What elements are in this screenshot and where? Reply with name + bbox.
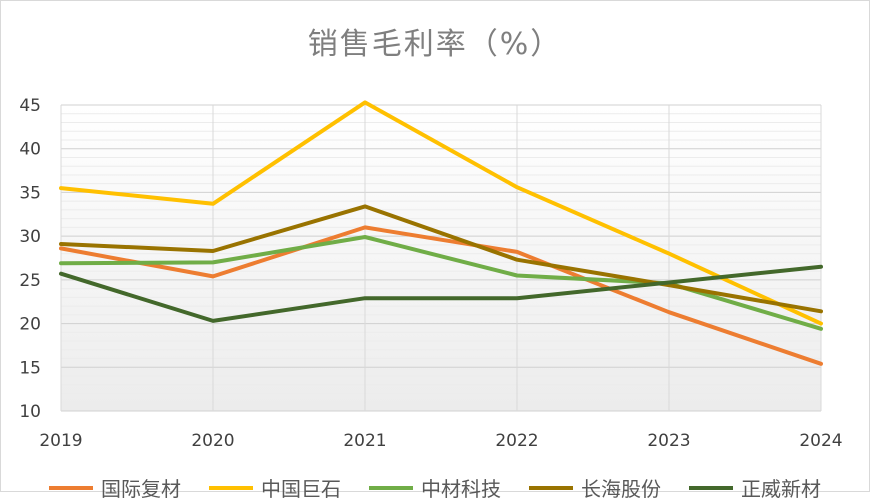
legend-label: 正威新材 — [741, 477, 821, 501]
legend-label: 中国巨石 — [261, 477, 341, 501]
y-tick-label: 45 — [19, 96, 41, 116]
y-tick-label: 25 — [19, 271, 41, 291]
line-chart: 10 15 20 25 30 35 40 45 2019 2020 2021 2022 2023 202… — [19, 96, 842, 451]
legend-label: 长海股份 — [581, 477, 661, 501]
legend-item: 中国巨石 — [209, 473, 341, 502]
legend-item: 长海股份 — [529, 473, 661, 502]
y-tick-label: 40 — [19, 140, 41, 160]
y-tick-label: 15 — [19, 358, 41, 378]
x-tick-label: 2019 — [39, 431, 82, 451]
legend-label: 国际复材 — [101, 477, 181, 501]
y-tick-label: 35 — [19, 183, 41, 203]
legend-item: 国际复材 — [49, 473, 181, 502]
series-line-5 — [59, 264, 823, 323]
legend: 国际复材 中国巨石 中材科技 长海股份 正威新材 — [1, 473, 869, 502]
legend-item: 正威新材 — [689, 473, 821, 502]
y-tick-label: 20 — [19, 315, 41, 335]
chart-title: 销售毛利率（%） — [307, 27, 563, 62]
y-axis-tick-labels: 10 15 20 25 30 35 40 45 — [19, 96, 41, 422]
legend-item: 中材科技 — [369, 473, 501, 502]
series-line-1 — [59, 225, 823, 366]
legend-swatch — [49, 485, 93, 490]
x-tick-label: 2022 — [495, 431, 538, 451]
legend-swatch — [529, 485, 573, 490]
series-line-4 — [59, 204, 823, 314]
x-axis-tick-labels: 2019 2020 2021 2022 2023 2024 — [39, 431, 842, 451]
x-tick-label: 2021 — [343, 431, 386, 451]
gridlines — [60, 104, 822, 412]
series-line-2 — [59, 100, 823, 326]
legend-swatch — [369, 485, 413, 490]
x-tick-label: 2024 — [799, 431, 842, 451]
y-tick-label: 10 — [19, 402, 41, 422]
y-tick-label: 30 — [19, 227, 41, 247]
x-tick-label: 2023 — [647, 431, 690, 451]
x-tick-label: 2020 — [191, 431, 234, 451]
legend-swatch — [209, 485, 253, 490]
legend-label: 中材科技 — [421, 477, 501, 501]
series-lines — [59, 100, 823, 366]
legend-swatch — [689, 485, 733, 490]
